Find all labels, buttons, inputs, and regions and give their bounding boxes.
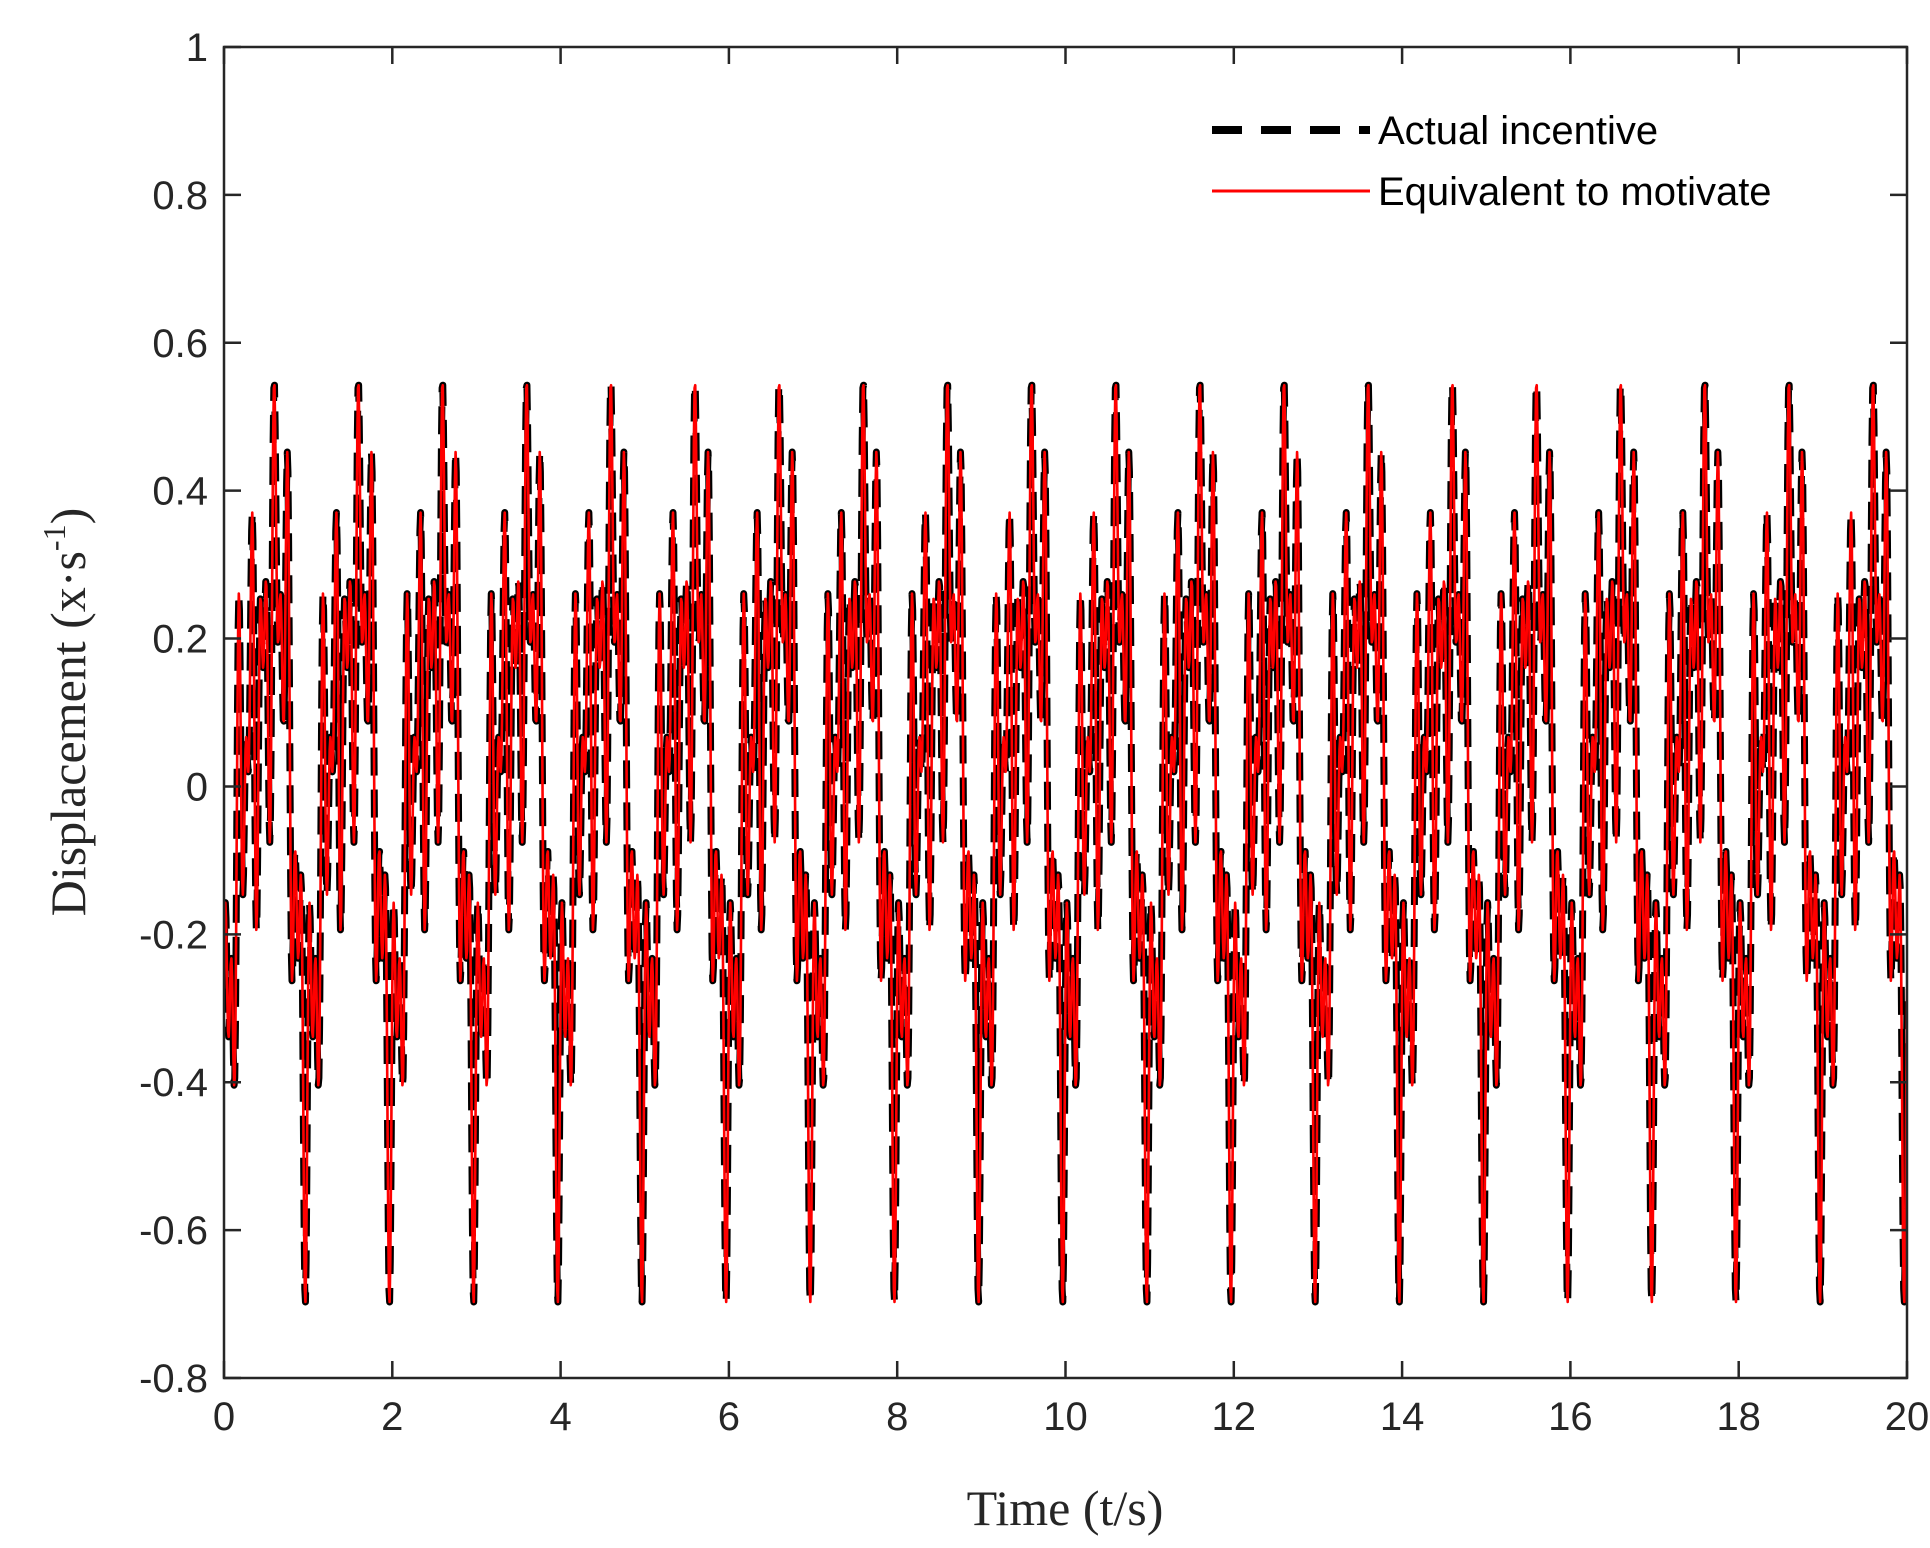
y-axis-title-close: ) <box>40 508 96 525</box>
ticks-layer <box>222 45 1909 1380</box>
x-tick-label: 8 <box>886 1395 908 1439</box>
x-tick-labels: 0 2 4 6 8 10 12 14 16 18 20 <box>213 1395 1929 1439</box>
y-tick-label: 0 <box>186 765 208 809</box>
y-tick-label: 0.8 <box>152 174 208 218</box>
x-tick-label: 10 <box>1043 1395 1088 1439</box>
y-axis-title-main: Displacement (x·s <box>40 551 96 916</box>
x-tick-label: 0 <box>213 1395 235 1439</box>
x-tick-label: 6 <box>718 1395 740 1439</box>
x-tick-label: 18 <box>1716 1395 1761 1439</box>
x-tick-label: 20 <box>1885 1395 1930 1439</box>
y-tick-label: -0.2 <box>139 913 208 957</box>
x-axis-title: Time (t/s) <box>967 1480 1164 1536</box>
legend-label-actual: Actual incentive <box>1378 109 1658 153</box>
y-axis-title: Displacement (x·s-1) <box>36 508 96 916</box>
series-layer <box>224 381 1907 1306</box>
x-tick-label: 16 <box>1548 1395 1593 1439</box>
legend: Actual incentive Equivalent to motivate <box>1212 109 1772 214</box>
y-tick-label: 1 <box>186 26 208 70</box>
y-tick-label: -0.4 <box>139 1061 208 1105</box>
x-tick-label: 2 <box>381 1395 403 1439</box>
x-tick-label: 4 <box>549 1395 571 1439</box>
x-tick-label: 12 <box>1212 1395 1257 1439</box>
y-tick-label: -0.8 <box>139 1357 208 1401</box>
y-tick-labels: -0.8 -0.6 -0.4 -0.2 0 0.2 0.4 0.6 0.8 1 <box>139 26 208 1401</box>
legend-label-equivalent: Equivalent to motivate <box>1378 170 1772 214</box>
x-tick-label: 14 <box>1380 1395 1425 1439</box>
y-axis-title-superscript: -1 <box>36 524 72 551</box>
y-tick-label: 0.4 <box>152 470 208 514</box>
y-tick-label: 0.2 <box>152 618 208 662</box>
series-line-equivalent-to-motivate <box>224 383 1907 1304</box>
y-tick-label: -0.6 <box>139 1209 208 1253</box>
y-tick-label: 0.6 <box>152 322 208 366</box>
